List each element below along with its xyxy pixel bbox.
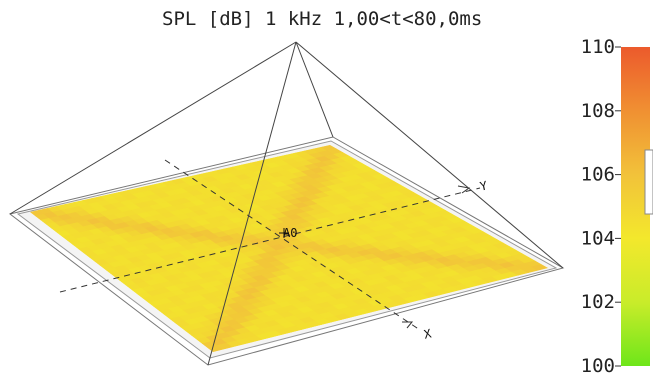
colorbar-tick-label: 102 bbox=[581, 291, 615, 313]
colorbar-tick-label: 100 bbox=[581, 355, 615, 377]
colorbar-tick-label: 108 bbox=[581, 100, 615, 122]
heat-cell bbox=[531, 264, 548, 271]
receiver-marker bbox=[279, 228, 289, 238]
x-axis-label: X bbox=[423, 326, 434, 341]
colorbar-tick-label: 110 bbox=[581, 36, 615, 58]
x-axis-line bbox=[164, 159, 421, 331]
chart-title: SPL [dB] 1 kHz 1,00<t<80,0ms bbox=[162, 8, 482, 30]
colorbar-tick-label: 104 bbox=[581, 227, 615, 249]
y-axis-label: Y bbox=[479, 178, 490, 193]
colorbar-tick-label: 106 bbox=[581, 164, 615, 186]
x-axis-arrow bbox=[402, 321, 414, 329]
colorbar-ticks: 110 108 106 104 102 100 bbox=[581, 36, 621, 377]
spl-field bbox=[30, 145, 548, 352]
receiver-label: A0 bbox=[283, 226, 297, 240]
colorbar-edge-tab bbox=[644, 149, 653, 215]
pyramid-lines bbox=[9, 41, 564, 366]
